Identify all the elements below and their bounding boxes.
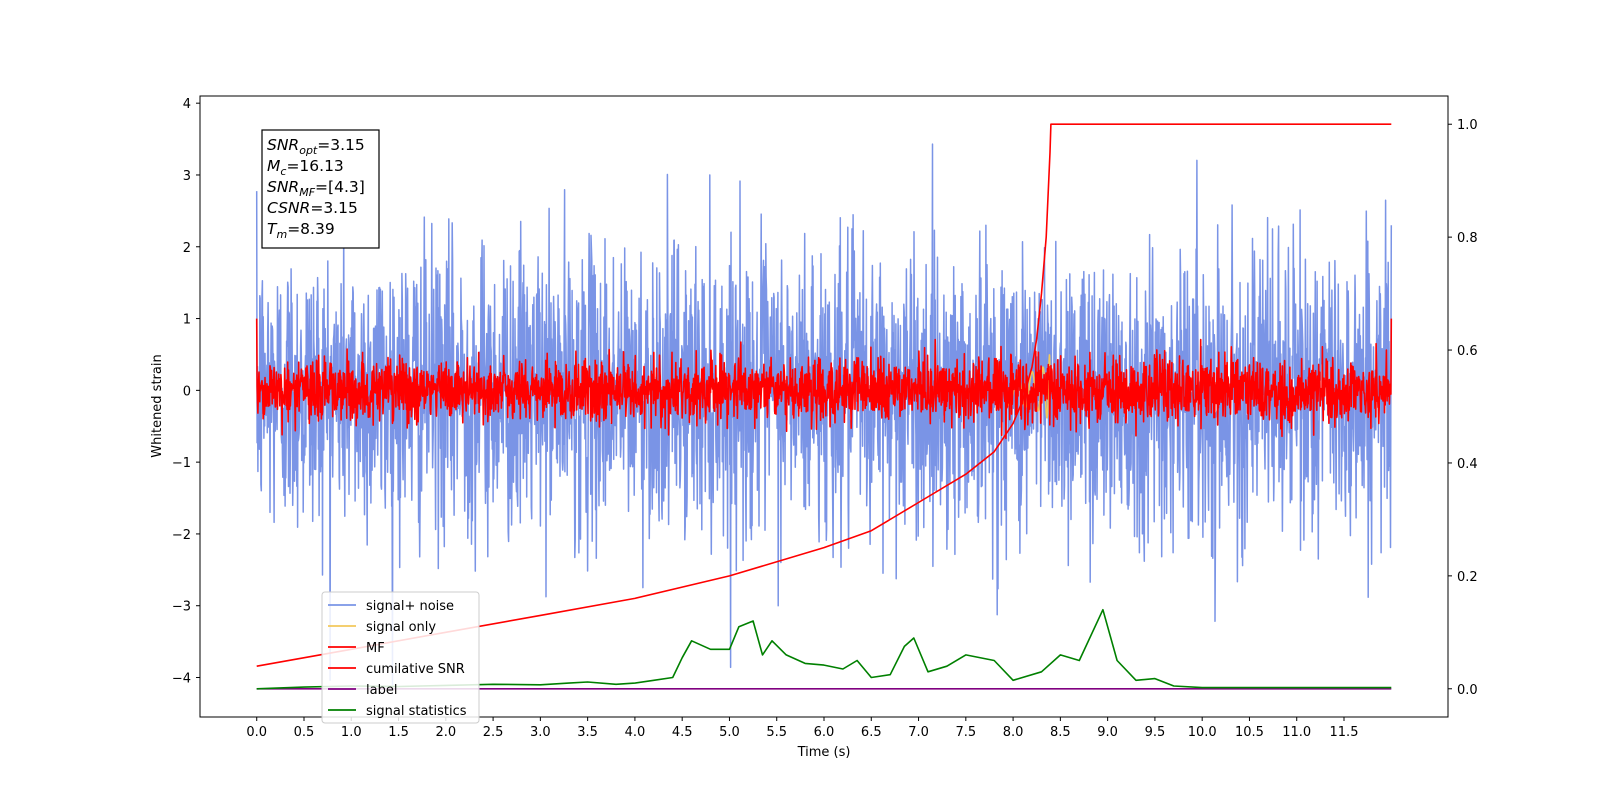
x-tick-label: 3.0 xyxy=(530,725,551,740)
annotation-line: CSNR=3.15 xyxy=(267,199,358,217)
legend-label-signal-statistics: signal statistics xyxy=(366,704,467,719)
y2-tick-label: 0.6 xyxy=(1457,344,1478,359)
x-axis-label: Time (s) xyxy=(797,745,851,760)
legend: signal+ noise signal only MF cumilative SNR… xyxy=(321,591,480,724)
y2-tick-label: 0.2 xyxy=(1457,570,1478,585)
y-axis-label: Whitened strain xyxy=(150,354,165,457)
x-tick-label: 1.0 xyxy=(341,725,362,740)
x-tick-label: 11.0 xyxy=(1282,725,1311,740)
x-axis: 0.0 0.5 1.0 1.5 2.0 2.5 3.0 3.5 4.0 4.5 5.0 5.5 6.0 6… xyxy=(246,717,1358,740)
annotation-line: SNRopt=3.15 xyxy=(267,136,365,157)
series-line-cumilative-snr xyxy=(256,123,1392,667)
legend-label-signal-only: signal only xyxy=(366,620,436,635)
annotation-frame xyxy=(261,129,380,249)
x-tick-label: 7.5 xyxy=(955,725,976,740)
y2-tick-label: 0.4 xyxy=(1457,457,1478,472)
x-tick-label: 6.5 xyxy=(861,725,882,740)
x-tick-label: 9.0 xyxy=(1097,725,1118,740)
x-tick-label: 10.5 xyxy=(1235,725,1264,740)
legend-label-mf: MF xyxy=(366,641,385,656)
y-tick-label: −1 xyxy=(172,456,191,471)
y-tick-label: 1 xyxy=(183,313,191,328)
x-tick-label: 8.5 xyxy=(1050,725,1071,740)
x-tick-label: 10.0 xyxy=(1188,725,1217,740)
annotation-line: SNRMF=[4.3] xyxy=(267,178,365,199)
x-tick-label: 6.0 xyxy=(814,725,835,740)
x-tick-label: 1.5 xyxy=(388,725,409,740)
series-line-signal-noise xyxy=(255,143,1393,686)
annotation-line: Tm=8.39 xyxy=(267,220,335,241)
legend-label-label: label xyxy=(366,683,397,698)
y-axis-right: 1.0 0.8 0.6 0.4 0.2 0.0 xyxy=(1448,118,1478,698)
y2-tick-label: 0.8 xyxy=(1457,231,1478,246)
x-tick-label: 8.0 xyxy=(1003,725,1024,740)
y2-tick-label: 1.0 xyxy=(1457,118,1478,133)
x-tick-label: 0.0 xyxy=(246,725,267,740)
series-line-signal-statistics xyxy=(256,608,1392,690)
y-tick-label: 0 xyxy=(183,384,191,399)
legend-frame xyxy=(321,591,480,724)
y-tick-label: −4 xyxy=(172,672,191,687)
x-tick-label: 4.5 xyxy=(672,725,693,740)
x-tick-label: 7.0 xyxy=(908,725,929,740)
y-tick-label: 3 xyxy=(183,169,191,184)
y-axis-left: 4 3 2 1 0 −1 −2 −3 −4 xyxy=(172,97,200,687)
x-tick-label: 5.0 xyxy=(719,725,740,740)
y-tick-label: −3 xyxy=(172,600,191,615)
y2-tick-label: 0.0 xyxy=(1457,683,1478,698)
y-tick-label: 4 xyxy=(183,97,191,112)
x-tick-label: 11.5 xyxy=(1330,725,1359,740)
legend-label-cumilative-snr: cumilative SNR xyxy=(366,662,465,677)
y-tick-label: 2 xyxy=(183,241,191,256)
series-layer xyxy=(255,123,1393,690)
x-tick-label: 3.5 xyxy=(577,725,598,740)
series-line-mf xyxy=(255,318,1393,440)
x-tick-label: 9.5 xyxy=(1145,725,1166,740)
x-tick-label: 0.5 xyxy=(294,725,315,740)
annotation-line: Mc=16.13 xyxy=(267,157,344,178)
x-tick-label: 2.0 xyxy=(435,725,456,740)
legend-label-signal-noise: signal+ noise xyxy=(366,599,454,614)
x-tick-label: 5.5 xyxy=(766,725,787,740)
x-tick-label: 4.0 xyxy=(625,725,646,740)
x-tick-label: 2.5 xyxy=(483,725,504,740)
y-tick-label: −2 xyxy=(172,528,191,543)
